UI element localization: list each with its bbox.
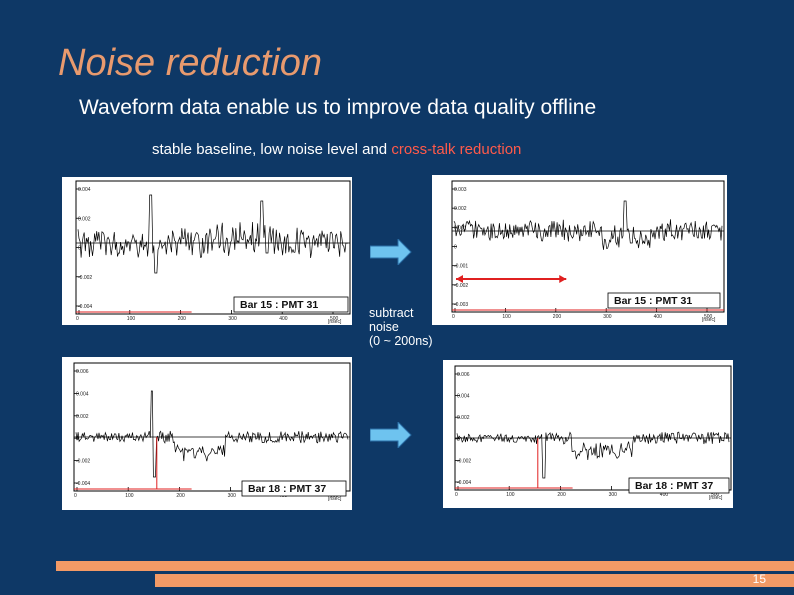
slide-subtitle: Waveform data enable us to improve data … (79, 96, 597, 119)
x-tick-label: 100 (125, 493, 134, 499)
y-tick-label: -0.004 (457, 480, 471, 486)
y-tick-label: 0.004 (457, 394, 470, 400)
channel-label: Bar 15 : PMT 31 (614, 295, 692, 307)
note-line: subtract (369, 306, 414, 320)
x-tick-label: 200 (178, 316, 187, 322)
caption-highlight: cross-talk reduction (391, 141, 522, 158)
x-tick-label: 500 (330, 316, 339, 322)
y-tick-label: -0.002 (454, 283, 468, 289)
right-arrow-icon (370, 422, 412, 448)
x-tick-label: 100 (506, 492, 515, 498)
x-unit-label: [nsec] (702, 317, 716, 323)
channel-label-box (233, 296, 349, 313)
y-tick-label: 0.002 (457, 415, 470, 421)
note-line: noise (369, 320, 399, 334)
x-tick-label: 0 (452, 314, 455, 320)
y-tick-label: 0.004 (76, 391, 89, 397)
x-tick-label: 300 (228, 493, 237, 499)
plot-frame (454, 365, 732, 491)
right-arrow-icon (370, 239, 412, 265)
x-tick-label: 0 (455, 492, 458, 498)
y-tick-label: 0.001 (454, 225, 467, 231)
x-tick-label: 200 (553, 314, 562, 320)
y-tick-label: -0.001 (454, 264, 468, 270)
waveform-plot-top-left: 0.004 0.002 0 -0.002 -0.004 0 100 200 300 400 500[… (62, 177, 352, 325)
x-tick-label: 400 (660, 492, 669, 498)
x-tick-label: 300 (603, 314, 612, 320)
arrow-head (559, 275, 567, 283)
y-tick-label: 0.006 (76, 369, 89, 375)
waveform-trace (77, 194, 349, 274)
y-tick-label: 0.002 (454, 206, 467, 212)
y-tick-label: 0 (457, 437, 460, 443)
plot-frame (451, 180, 725, 313)
x-tick-label: 0 (76, 316, 79, 322)
footer-bar (155, 574, 794, 587)
y-tick-label: -0.004 (78, 304, 92, 310)
channel-label-box (628, 477, 730, 494)
waveform-trace (456, 431, 730, 479)
subtract-noise-note: subtract noise (0 ~ 200ns) (369, 306, 433, 348)
y-tick-label: 0 (78, 246, 81, 252)
footer-bar (56, 561, 794, 571)
waveform-plot-bottom-left: 0.0060.0040.0020-0.002-0.004010020030040… (62, 357, 352, 510)
y-tick-label: -0.002 (78, 275, 92, 281)
waveform-trace (453, 200, 723, 250)
y-tick-label: 0.004 (78, 187, 91, 193)
waveform-plot-bottom-right: 0.006 0.004 0.002 0 -0.002 -0.004 0 100 200 300 40… (443, 360, 733, 508)
x-tick-label: 300 (228, 316, 237, 322)
slide-caption: stable baseline, low noise level and cro… (152, 141, 521, 158)
x-tick-label: 100 (502, 314, 511, 320)
y-tick-label: 0.003 (454, 187, 467, 193)
y-tick-label: -0.004 (76, 481, 90, 487)
page-number: 15 (752, 572, 766, 586)
x-tick-label: 100 (127, 316, 136, 322)
waveform-trace (75, 390, 349, 478)
x-unit-label: [nsec] (328, 319, 342, 325)
y-tick-label: 0.002 (76, 414, 89, 420)
x-tick-label: 500 (711, 492, 720, 498)
x-tick-label: 400 (654, 314, 663, 320)
y-tick-label: 0.002 (78, 216, 91, 222)
channel-label: Bar 18 : PMT 37 (635, 480, 713, 492)
channel-label: Bar 15 : PMT 31 (240, 299, 318, 311)
x-tick-label: 300 (609, 492, 618, 498)
channel-label: Bar 18 : PMT 37 (248, 483, 326, 495)
caption-text: stable baseline, low noise level and (152, 141, 392, 158)
y-tick-label: -0.002 (457, 458, 471, 464)
plot-frame (75, 180, 351, 315)
y-tick-label: -0.003 (454, 302, 468, 308)
x-tick-label: 400 (279, 316, 288, 322)
x-tick-label: 200 (557, 492, 566, 498)
y-tick-label: 0 (76, 436, 79, 442)
plot-frame (73, 362, 351, 492)
x-tick-label: 200 (176, 493, 185, 499)
y-tick-label: -0.002 (76, 459, 90, 465)
arrow-head (456, 275, 463, 283)
slide-title: Noise reduction (58, 42, 323, 84)
channel-label-box (607, 292, 721, 309)
waveform-plot-top-right: 0.003 0.002 0.001 0 -0.001 -0.002 -0.003 0 100 20… (432, 175, 727, 325)
x-tick-label: 500 (704, 314, 713, 320)
x-unit-label: [nsec] (709, 495, 723, 501)
y-tick-label: 0 (454, 245, 457, 251)
channel-label-box (241, 480, 347, 497)
x-unit-label: [nsec] (328, 496, 342, 502)
x-tick-label: 0 (74, 493, 77, 499)
note-line: (0 ~ 200ns) (369, 334, 433, 348)
y-tick-label: 0.006 (457, 372, 470, 378)
